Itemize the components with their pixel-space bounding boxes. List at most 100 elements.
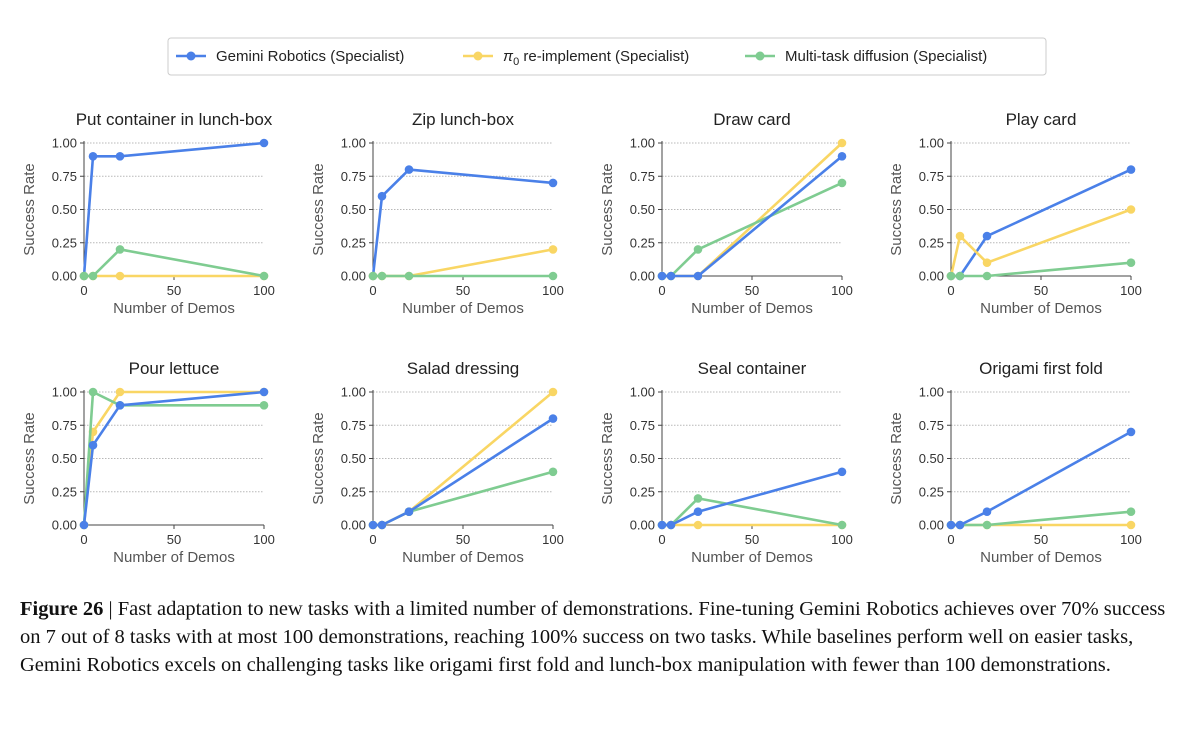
data-point-diffusion — [88, 271, 98, 281]
legend-label-gemini: Gemini Robotics (Specialist) — [216, 48, 404, 65]
y-tick-label: 1.00 — [630, 385, 655, 400]
data-point-gemini — [548, 178, 558, 188]
data-point-gemini — [259, 138, 269, 148]
x-tick-label: 50 — [745, 532, 759, 547]
chart-play-card: Play card 0.00 0.25 0.50 0.75 1.00 0 50 100 Numbe… — [888, 110, 1142, 317]
data-point-pi0 — [115, 271, 125, 281]
y-tick-label: 0.50 — [630, 451, 655, 466]
y-tick-label: 0.75 — [919, 418, 944, 433]
y-tick-label: 0.75 — [919, 169, 944, 184]
data-point-pi0 — [837, 138, 847, 148]
legend-label-pi0-sub: 0 — [513, 56, 519, 68]
data-point-diffusion — [548, 271, 558, 281]
y-tick-label: 0.50 — [630, 202, 655, 217]
x-tick-label: 0 — [658, 532, 665, 547]
y-tick-label: 1.00 — [919, 136, 944, 151]
x-axis-label: Number of Demos — [402, 300, 524, 317]
series-line-gemini — [951, 168, 1132, 278]
y-axis-label: Success Rate — [888, 412, 905, 505]
series-line-gemini — [662, 470, 843, 527]
series-line-diffusion — [951, 510, 1132, 527]
y-tick-label: 0.00 — [919, 269, 944, 284]
data-point-gemini — [982, 507, 992, 516]
x-tick-label: 0 — [80, 532, 87, 547]
x-tick-label: 0 — [658, 283, 665, 298]
data-point-diffusion — [982, 271, 992, 281]
y-tick-label: 0.50 — [919, 451, 944, 466]
series-line-pi0 — [373, 248, 554, 278]
x-axis-label: Number of Demos — [402, 549, 524, 566]
chart-seal-container: Seal container 0.00 0.25 0.50 0.75 1.00 0 50 100… — [599, 359, 853, 566]
y-tick-label: 0.25 — [341, 484, 366, 499]
y-tick-label: 0.75 — [52, 169, 77, 184]
chart-draw-card: Draw card 0.00 0.25 0.50 0.75 1.00 0 50 100 Numbe… — [599, 110, 853, 317]
y-tick-label: 0.75 — [630, 418, 655, 433]
data-point-gemini — [1126, 427, 1136, 437]
series-line-gemini — [662, 155, 843, 278]
y-tick-label: 1.00 — [919, 385, 944, 400]
y-tick-label: 0.00 — [52, 269, 77, 284]
series-line-diffusion — [84, 248, 265, 278]
series-line-pi0 — [949, 208, 1132, 277]
y-tick-label: 0.25 — [630, 235, 655, 250]
data-point-gemini — [837, 467, 847, 477]
chart-title: Pour lettuce — [129, 359, 220, 378]
data-point-diffusion — [955, 271, 965, 281]
x-tick-label: 100 — [542, 283, 564, 298]
data-point-diffusion — [79, 271, 89, 281]
data-point-diffusion — [693, 494, 703, 503]
y-tick-label: 0.25 — [919, 235, 944, 250]
data-point-pi0 — [548, 387, 558, 397]
charts-canvas: Gemini Robotics (Specialist) π0 re-imple… — [21, 37, 1142, 566]
x-axis-label: Number of Demos — [980, 549, 1102, 566]
data-point-gemini — [666, 520, 676, 530]
chart-pour-lettuce: Pour lettuce 0.00 0.25 0.50 0.75 1.00 0 50 100 Nu… — [21, 359, 275, 566]
x-axis-label: Number of Demos — [113, 300, 235, 317]
data-point-pi0 — [548, 245, 558, 254]
y-tick-label: 0.25 — [52, 235, 77, 250]
y-tick-label: 0.00 — [630, 269, 655, 284]
data-point-gemini — [1126, 165, 1136, 174]
y-tick-label: 0.50 — [341, 451, 366, 466]
data-point-diffusion — [88, 387, 98, 397]
y-tick-label: 0.00 — [919, 518, 944, 533]
legend-label-pi0-symbol: π — [503, 48, 514, 65]
data-point-diffusion — [693, 245, 703, 254]
data-point-gemini — [946, 520, 956, 530]
data-point-pi0 — [693, 520, 703, 530]
caption-text: Fast adaptation to new tasks with a limi… — [20, 598, 1166, 676]
y-tick-label: 0.50 — [52, 202, 77, 217]
y-axis-label: Success Rate — [599, 163, 616, 256]
data-point-diffusion — [1126, 258, 1136, 268]
y-tick-label: 0.75 — [52, 418, 77, 433]
x-tick-label: 100 — [1120, 283, 1142, 298]
data-point-gemini — [955, 520, 965, 530]
x-tick-label: 50 — [167, 283, 181, 298]
data-point-diffusion — [837, 178, 847, 188]
data-point-gemini — [259, 387, 269, 397]
chart-title: Zip lunch-box — [412, 110, 515, 129]
x-tick-label: 100 — [1120, 532, 1142, 547]
chart-panels: Put container in lunch-box 0.00 0.25 0.50 0.… — [21, 110, 1142, 566]
data-point-diffusion — [404, 271, 414, 281]
series-line-gemini — [82, 141, 265, 277]
y-tick-label: 1.00 — [630, 136, 655, 151]
legend-label-pi0-rest: re-implement (Specialist) — [519, 48, 689, 65]
figure-caption: Figure 26 | Fast adaptation to new tasks… — [20, 595, 1180, 679]
y-axis-label: Success Rate — [21, 412, 38, 505]
y-tick-label: 0.75 — [341, 169, 366, 184]
x-tick-label: 50 — [456, 532, 470, 547]
data-point-gemini — [666, 271, 676, 281]
data-point-diffusion — [837, 520, 847, 530]
y-tick-label: 0.50 — [341, 202, 366, 217]
data-point-diffusion — [259, 401, 269, 410]
x-tick-label: 0 — [947, 283, 954, 298]
chart-title: Put container in lunch-box — [76, 110, 273, 129]
y-tick-label: 0.75 — [630, 169, 655, 184]
data-point-diffusion — [259, 271, 269, 281]
y-axis-label: Success Rate — [599, 412, 616, 505]
series-line-gemini — [373, 417, 554, 527]
legend-marker-pi0 — [473, 51, 483, 61]
data-point-gemini — [548, 414, 558, 423]
legend-label-pi0: π0 re-implement (Specialist) — [503, 48, 689, 68]
